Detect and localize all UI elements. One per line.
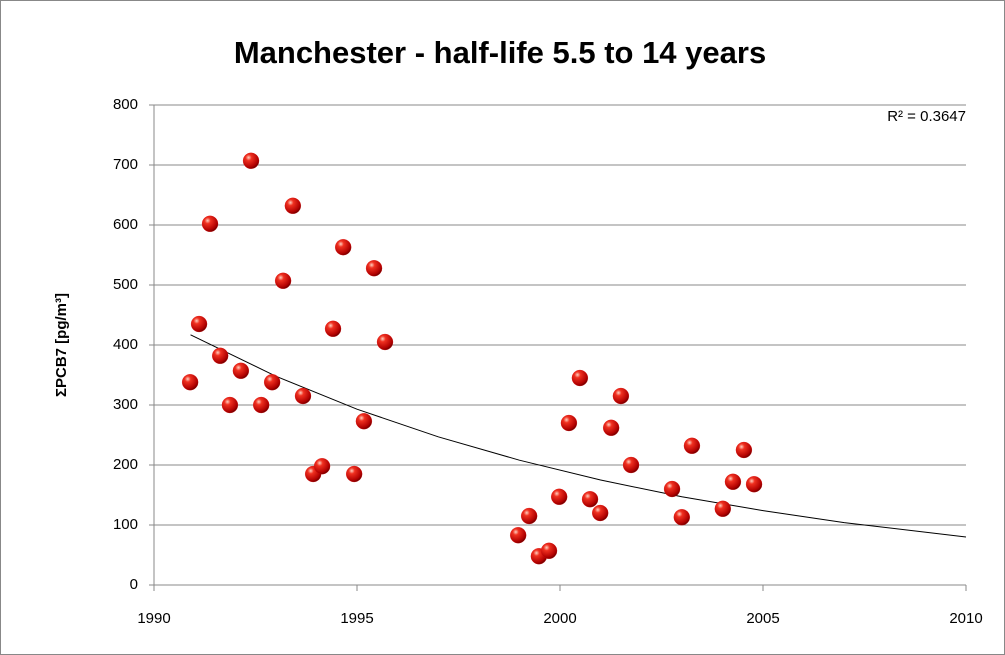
point	[603, 419, 620, 436]
point	[551, 488, 568, 505]
y-tick-label: 400	[113, 336, 138, 353]
y-tick-label: 0	[130, 576, 138, 593]
chart-title: Manchester - half-life 5.5 to 14 years	[234, 35, 766, 70]
point	[365, 260, 383, 277]
point	[190, 315, 208, 333]
point	[592, 504, 609, 522]
point	[745, 476, 763, 493]
point	[221, 396, 239, 414]
point	[294, 387, 312, 405]
point	[201, 215, 219, 232]
x-tick-label: 1995	[340, 610, 373, 627]
point	[212, 347, 229, 364]
point	[663, 480, 681, 498]
point	[181, 374, 199, 391]
y-tick-label: 600	[113, 216, 138, 233]
point	[540, 542, 558, 559]
point	[242, 152, 260, 169]
point	[560, 414, 578, 432]
point	[571, 369, 589, 387]
point	[335, 239, 352, 256]
point	[673, 509, 690, 526]
point	[581, 491, 599, 508]
point	[284, 197, 302, 214]
point	[346, 465, 363, 483]
x-tick-label: 1990	[137, 610, 170, 627]
x-tick-label: 2010	[949, 610, 982, 627]
point	[683, 437, 701, 454]
point	[612, 387, 630, 405]
x-tick-label: 2005	[746, 610, 779, 627]
point	[622, 456, 640, 474]
point	[263, 374, 281, 391]
point	[355, 413, 373, 430]
point	[274, 272, 292, 289]
y-tick-label: 700	[113, 156, 138, 173]
point	[724, 473, 742, 490]
trendline	[190, 334, 967, 538]
x-tick-label: 2000	[543, 610, 576, 627]
y-tick-label: 300	[113, 396, 138, 413]
point	[510, 527, 527, 544]
y-tick-label: 800	[113, 96, 138, 113]
y-tick-label: 200	[113, 456, 138, 473]
y-axis-label: ΣPCB7 [pg/m³]	[53, 293, 70, 397]
point	[735, 441, 753, 459]
point	[376, 333, 394, 351]
y-tick-label: 100	[113, 516, 138, 533]
point	[313, 458, 331, 475]
annotation: R² = 0.3647	[887, 108, 966, 125]
point	[232, 362, 250, 379]
point	[324, 320, 342, 337]
point	[520, 507, 538, 525]
point	[253, 396, 270, 414]
point	[714, 500, 731, 517]
y-tick-label: 500	[113, 276, 138, 293]
